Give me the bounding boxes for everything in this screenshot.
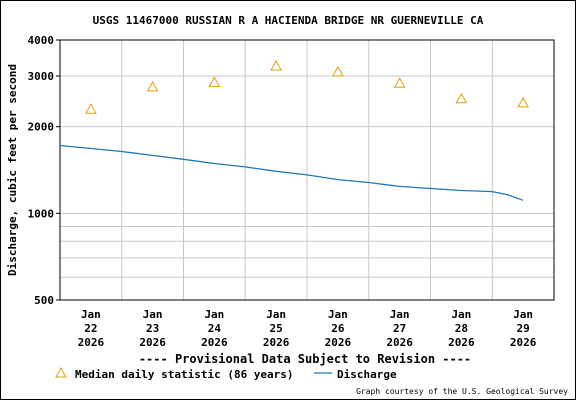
x-tick-label: Jan [81, 308, 101, 321]
x-tick-label: Jan [328, 308, 348, 321]
x-tick-label: 22 [84, 322, 97, 335]
y-tick-label: 1000 [28, 207, 55, 220]
median-point [208, 76, 221, 87]
x-tick-label: 2026 [139, 336, 166, 349]
legend-discharge-label: Discharge [337, 368, 397, 381]
x-tick-label: Jan [451, 308, 471, 321]
x-tick-label: 23 [146, 322, 159, 335]
x-tick-label: Jan [266, 308, 286, 321]
x-tick-label: Jan [204, 308, 224, 321]
provisional-notice: ---- Provisional Data Subject to Revisio… [139, 352, 471, 366]
y-axis-label: Discharge, cubic feet per second [6, 64, 19, 276]
median-point [146, 80, 159, 92]
chart-title: USGS 11467000 RUSSIAN R A HACIENDA BRIDG… [93, 14, 484, 27]
x-tick-label: 2026 [325, 336, 352, 349]
median-point [393, 77, 406, 88]
x-tick-label: 25 [270, 322, 283, 335]
x-tick-label: 2026 [510, 336, 537, 349]
y-tick-label: 500 [34, 294, 54, 307]
x-tick-label: 2026 [448, 336, 475, 349]
credit-text: Graph courtesy of the U.S. Geological Su… [356, 387, 568, 396]
median-point [517, 96, 529, 108]
y-tick-label: 3000 [28, 70, 55, 83]
x-tick-label: 2026 [386, 336, 413, 349]
median-point [85, 103, 97, 114]
x-tick-label: Jan [143, 308, 163, 321]
x-tick-label: Jan [390, 308, 410, 321]
x-tick-label: 2026 [78, 336, 105, 349]
legend-median-label: Median daily statistic (86 years) [75, 368, 294, 381]
x-tick-label: 24 [208, 322, 222, 335]
median-point [270, 59, 282, 71]
y-tick-label: 2000 [28, 121, 55, 134]
x-tick-label: 26 [331, 322, 345, 335]
x-tick-label: 2026 [263, 336, 290, 349]
y-tick-label: 4000 [28, 34, 55, 47]
x-tick-label: 29 [517, 322, 530, 335]
discharge-line [59, 144, 524, 201]
x-tick-label: Jan [513, 308, 533, 321]
median-point [332, 65, 344, 77]
plot-frame [59, 39, 555, 301]
x-tick-label: 27 [393, 322, 406, 335]
x-tick-label: 28 [455, 322, 468, 335]
x-tick-label: 2026 [201, 336, 228, 349]
legend-triangle-marker [55, 366, 67, 378]
median-point [455, 92, 468, 104]
